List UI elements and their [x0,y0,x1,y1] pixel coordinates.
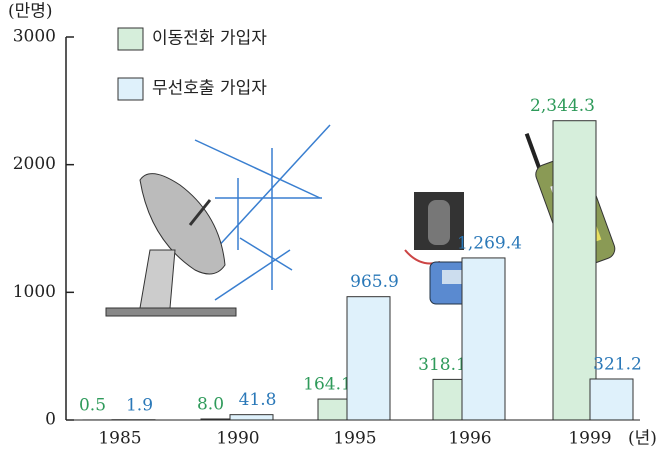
x-tick-label: 1990 [216,429,259,449]
value-label: 1.9 [126,395,153,415]
value-label: 321.2 [593,354,642,374]
legend-label: 이동전화 가입자 [152,29,267,49]
y-axis-label: (만명) [8,2,53,22]
y-tick-label: 0 [45,410,56,430]
x-tick-label: 1996 [448,429,491,449]
bar [552,120,597,421]
value-label: 0.5 [79,395,106,415]
value-label: 1,269.4 [457,233,522,253]
legend-swatch [117,27,144,51]
bar [461,257,506,421]
legend-label: 무선호출 가입자 [152,79,267,99]
y-tick-label: 2000 [13,154,56,174]
x-axis-label: (년) [628,429,657,449]
value-label: 965.9 [350,272,399,292]
y-tick-label: 3000 [13,27,56,47]
value-label: 318.1 [418,355,467,375]
bar [229,414,274,421]
value-label: 8.0 [197,394,224,414]
bar [589,378,634,421]
bar [346,296,391,421]
x-tick-label: 1985 [98,429,141,449]
value-label: 164.1 [303,375,352,395]
value-label: 2,344.3 [530,96,595,116]
x-tick-label: 1995 [333,429,376,449]
y-tick-label: 1000 [13,282,56,302]
legend-swatch [117,77,144,101]
value-label: 41.8 [239,390,277,410]
x-tick-label: 1999 [568,429,611,449]
